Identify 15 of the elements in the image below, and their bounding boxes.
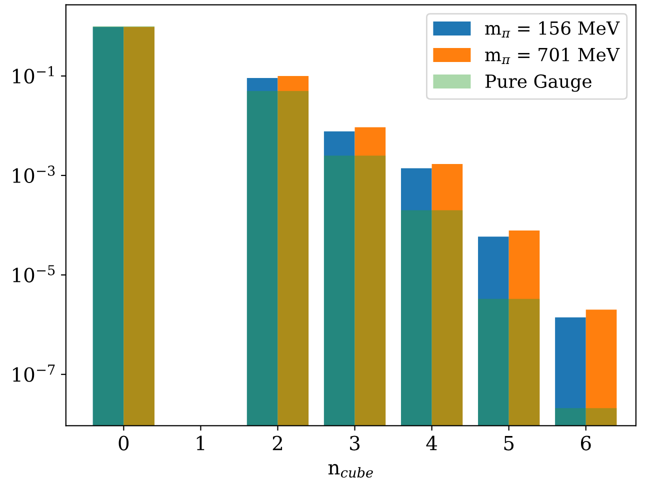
x-tick-label: 2	[272, 436, 282, 450]
legend-label: m$_{π}$ = 156 MeV	[485, 21, 620, 38]
x-tick-label: 3	[350, 436, 360, 450]
y-tick-label: 10$^{−5}$	[13, 265, 55, 282]
x-tick-label: 4	[426, 436, 438, 450]
y-tick-label: 10$^{−1}$	[13, 66, 54, 84]
y-tick-label: 10$^{−3}$	[13, 166, 55, 183]
x-tick-label: 0	[118, 436, 129, 450]
x-tick-label: 5	[504, 436, 514, 450]
x-tick-label: 6	[580, 436, 591, 450]
x-tick-label: 1	[196, 436, 204, 450]
legend-label: Pure Gauge	[485, 74, 592, 92]
legend-label: m$_{π}$ = 701 MeV	[485, 48, 620, 64]
x-axis-title: n$_{cube}$	[328, 464, 373, 478]
y-tick-label: 10$^{−7}$	[13, 364, 55, 382]
